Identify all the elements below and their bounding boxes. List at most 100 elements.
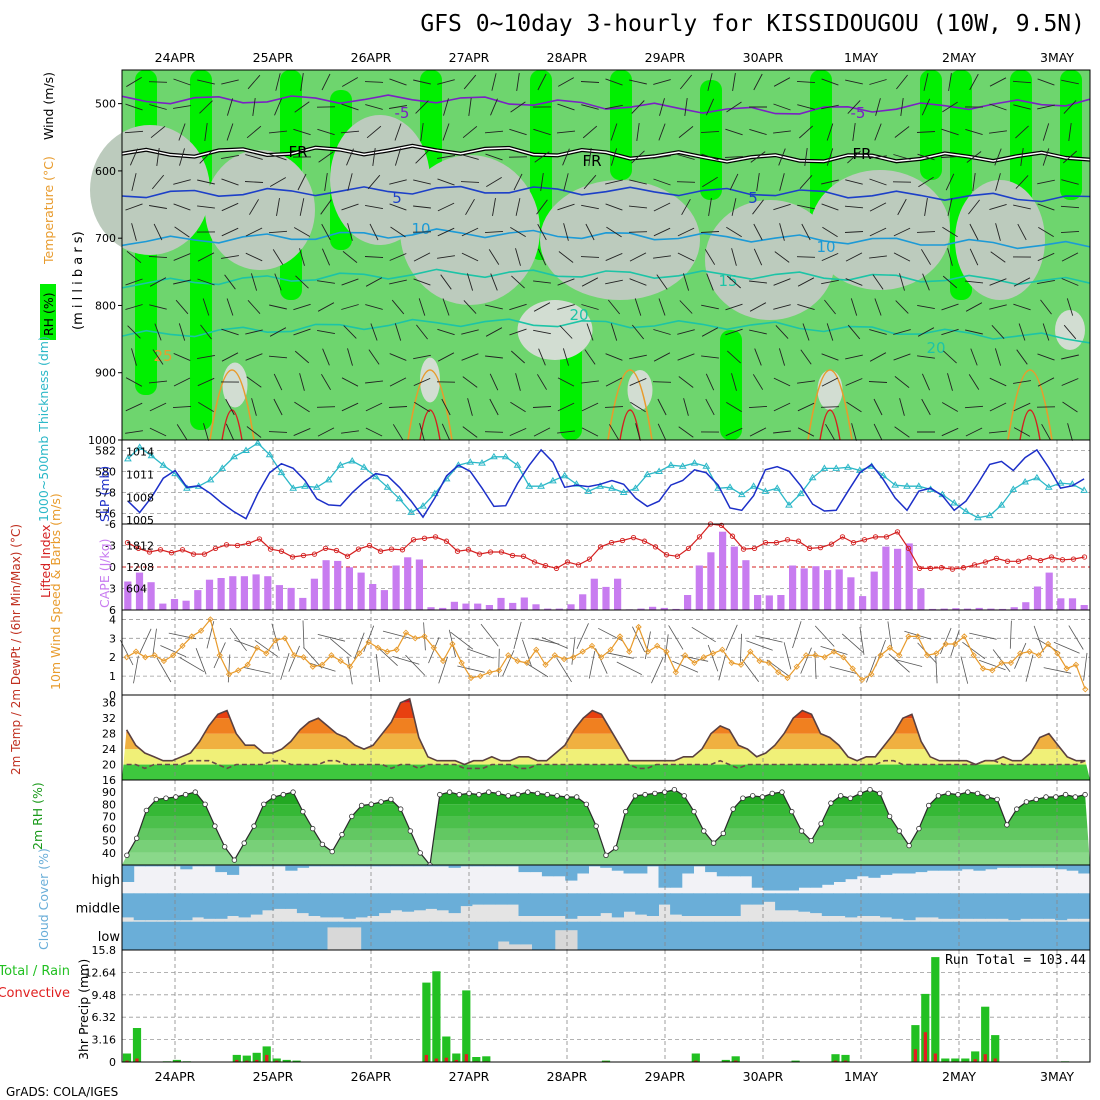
wind-barb xyxy=(300,73,304,91)
wind-barb xyxy=(563,223,569,241)
wind-barb xyxy=(1013,204,1031,210)
wind-barb xyxy=(893,329,911,335)
precip-total-bar xyxy=(132,1028,142,1062)
thickness-point xyxy=(608,484,616,491)
wind-barb xyxy=(124,130,144,134)
wind-barb xyxy=(197,179,215,185)
wind-barb xyxy=(321,373,331,391)
wind-barb xyxy=(153,223,163,241)
wind-speed-point xyxy=(905,633,912,640)
wind-barb xyxy=(131,223,137,241)
precip-total-bar xyxy=(172,1059,181,1062)
wind-barb xyxy=(894,376,910,388)
wind-barb-10m xyxy=(950,629,960,657)
wind-barb xyxy=(341,402,359,412)
wind-barb xyxy=(202,298,210,316)
wind-barb-10m xyxy=(480,623,499,647)
wind-barb xyxy=(1062,401,1078,413)
rh-point xyxy=(818,821,824,827)
wind-barb xyxy=(940,156,960,158)
cloud-low-bar xyxy=(771,921,783,950)
wind-barb xyxy=(173,203,191,211)
slp-axis-label: SLP (mb) xyxy=(97,466,112,522)
cloud-low-bar xyxy=(418,921,430,950)
wind-barb-10m xyxy=(632,626,646,652)
wind-barb xyxy=(509,427,527,437)
wind-barb xyxy=(629,79,647,85)
lifted-index-point xyxy=(344,553,351,559)
wind-barb-10m xyxy=(375,654,381,682)
wind-barb-10m xyxy=(229,627,247,652)
chart-title: GFS 0~10day 3-hourly for KISSIDOUGOU (10… xyxy=(420,11,1085,37)
bottom-date-labels: 24APR 25APR 26APR 27APR 28APR 29APR 30APR 1MAY 2… xyxy=(155,1069,1075,1084)
rh-point xyxy=(622,808,629,815)
rh-point xyxy=(505,793,511,799)
cloud-low-bar xyxy=(292,921,305,950)
wind-barb xyxy=(197,354,215,360)
wind-barb xyxy=(582,125,598,139)
lifted-index-point xyxy=(311,551,318,557)
cape-bar xyxy=(614,578,622,610)
precip-convective-bar xyxy=(235,1059,239,1062)
wind-barb xyxy=(725,303,743,311)
wind-tick-label: 1 xyxy=(109,670,116,683)
wind-speed-point xyxy=(123,654,130,661)
rh-band xyxy=(122,804,1090,817)
cloud-middle-bar xyxy=(192,893,205,918)
wind-barb xyxy=(462,426,478,438)
isotherm-25-lobe xyxy=(407,369,453,441)
lifted-tick-label: -3 xyxy=(105,540,116,553)
wind-barb xyxy=(1037,353,1055,361)
lifted-axis-label-group: Lifted Index xyxy=(38,524,53,598)
cloud-middle-bar xyxy=(658,893,671,905)
wind-barb xyxy=(148,255,168,259)
wind-barb-10m xyxy=(969,632,997,640)
wind-barb xyxy=(151,174,165,190)
cape-bar xyxy=(555,608,563,610)
precip-total-bar xyxy=(482,1056,491,1062)
wind-barb xyxy=(347,223,353,241)
wind-speed-point xyxy=(970,652,977,659)
cape-bar xyxy=(544,608,552,610)
wind-barb xyxy=(460,181,480,183)
wind-speed-point xyxy=(821,654,828,661)
cloud-low-bar xyxy=(247,921,260,950)
wind-barb xyxy=(463,300,477,314)
wind-barb xyxy=(1063,324,1077,340)
wind-barb-10m xyxy=(1043,667,1072,674)
cloud-low-bar xyxy=(224,921,237,950)
cloud-low-bar xyxy=(304,921,317,950)
wind-barb xyxy=(752,374,764,390)
rh-point xyxy=(642,791,648,798)
cloud-low-bar xyxy=(475,921,487,950)
cloud-high-bar xyxy=(996,865,1009,868)
cloud-middle-bar xyxy=(168,893,181,921)
wind-speed-point xyxy=(1017,650,1024,657)
wind-barb xyxy=(150,125,166,139)
thickness-point xyxy=(466,458,475,465)
cloud-high-bar xyxy=(926,865,939,871)
wind-barb xyxy=(297,173,307,191)
cloud-low-bar xyxy=(1010,921,1023,950)
thickness-point xyxy=(147,451,156,459)
wind-barb xyxy=(1013,402,1031,412)
cloud-middle-bar xyxy=(1020,893,1033,919)
thickness-tick-label: 582 xyxy=(95,445,116,458)
wind-barb xyxy=(489,373,499,391)
lifted-index-point xyxy=(410,537,417,543)
cloud-high-bar xyxy=(425,865,438,867)
wind-barb xyxy=(203,423,209,441)
rh-point xyxy=(456,791,462,798)
wind-barb xyxy=(274,98,282,116)
cape-bar xyxy=(334,560,342,610)
wind-barb-10m xyxy=(522,639,532,667)
cape-bar xyxy=(789,565,797,610)
wind-speed-point xyxy=(886,644,894,651)
wind-barb xyxy=(797,427,815,437)
precip-convective-bar xyxy=(265,1054,269,1062)
rh-point xyxy=(984,794,990,800)
wind-speed-point xyxy=(1007,659,1015,667)
wind-speed-point xyxy=(765,659,773,667)
cloud-low-bar xyxy=(429,921,442,950)
